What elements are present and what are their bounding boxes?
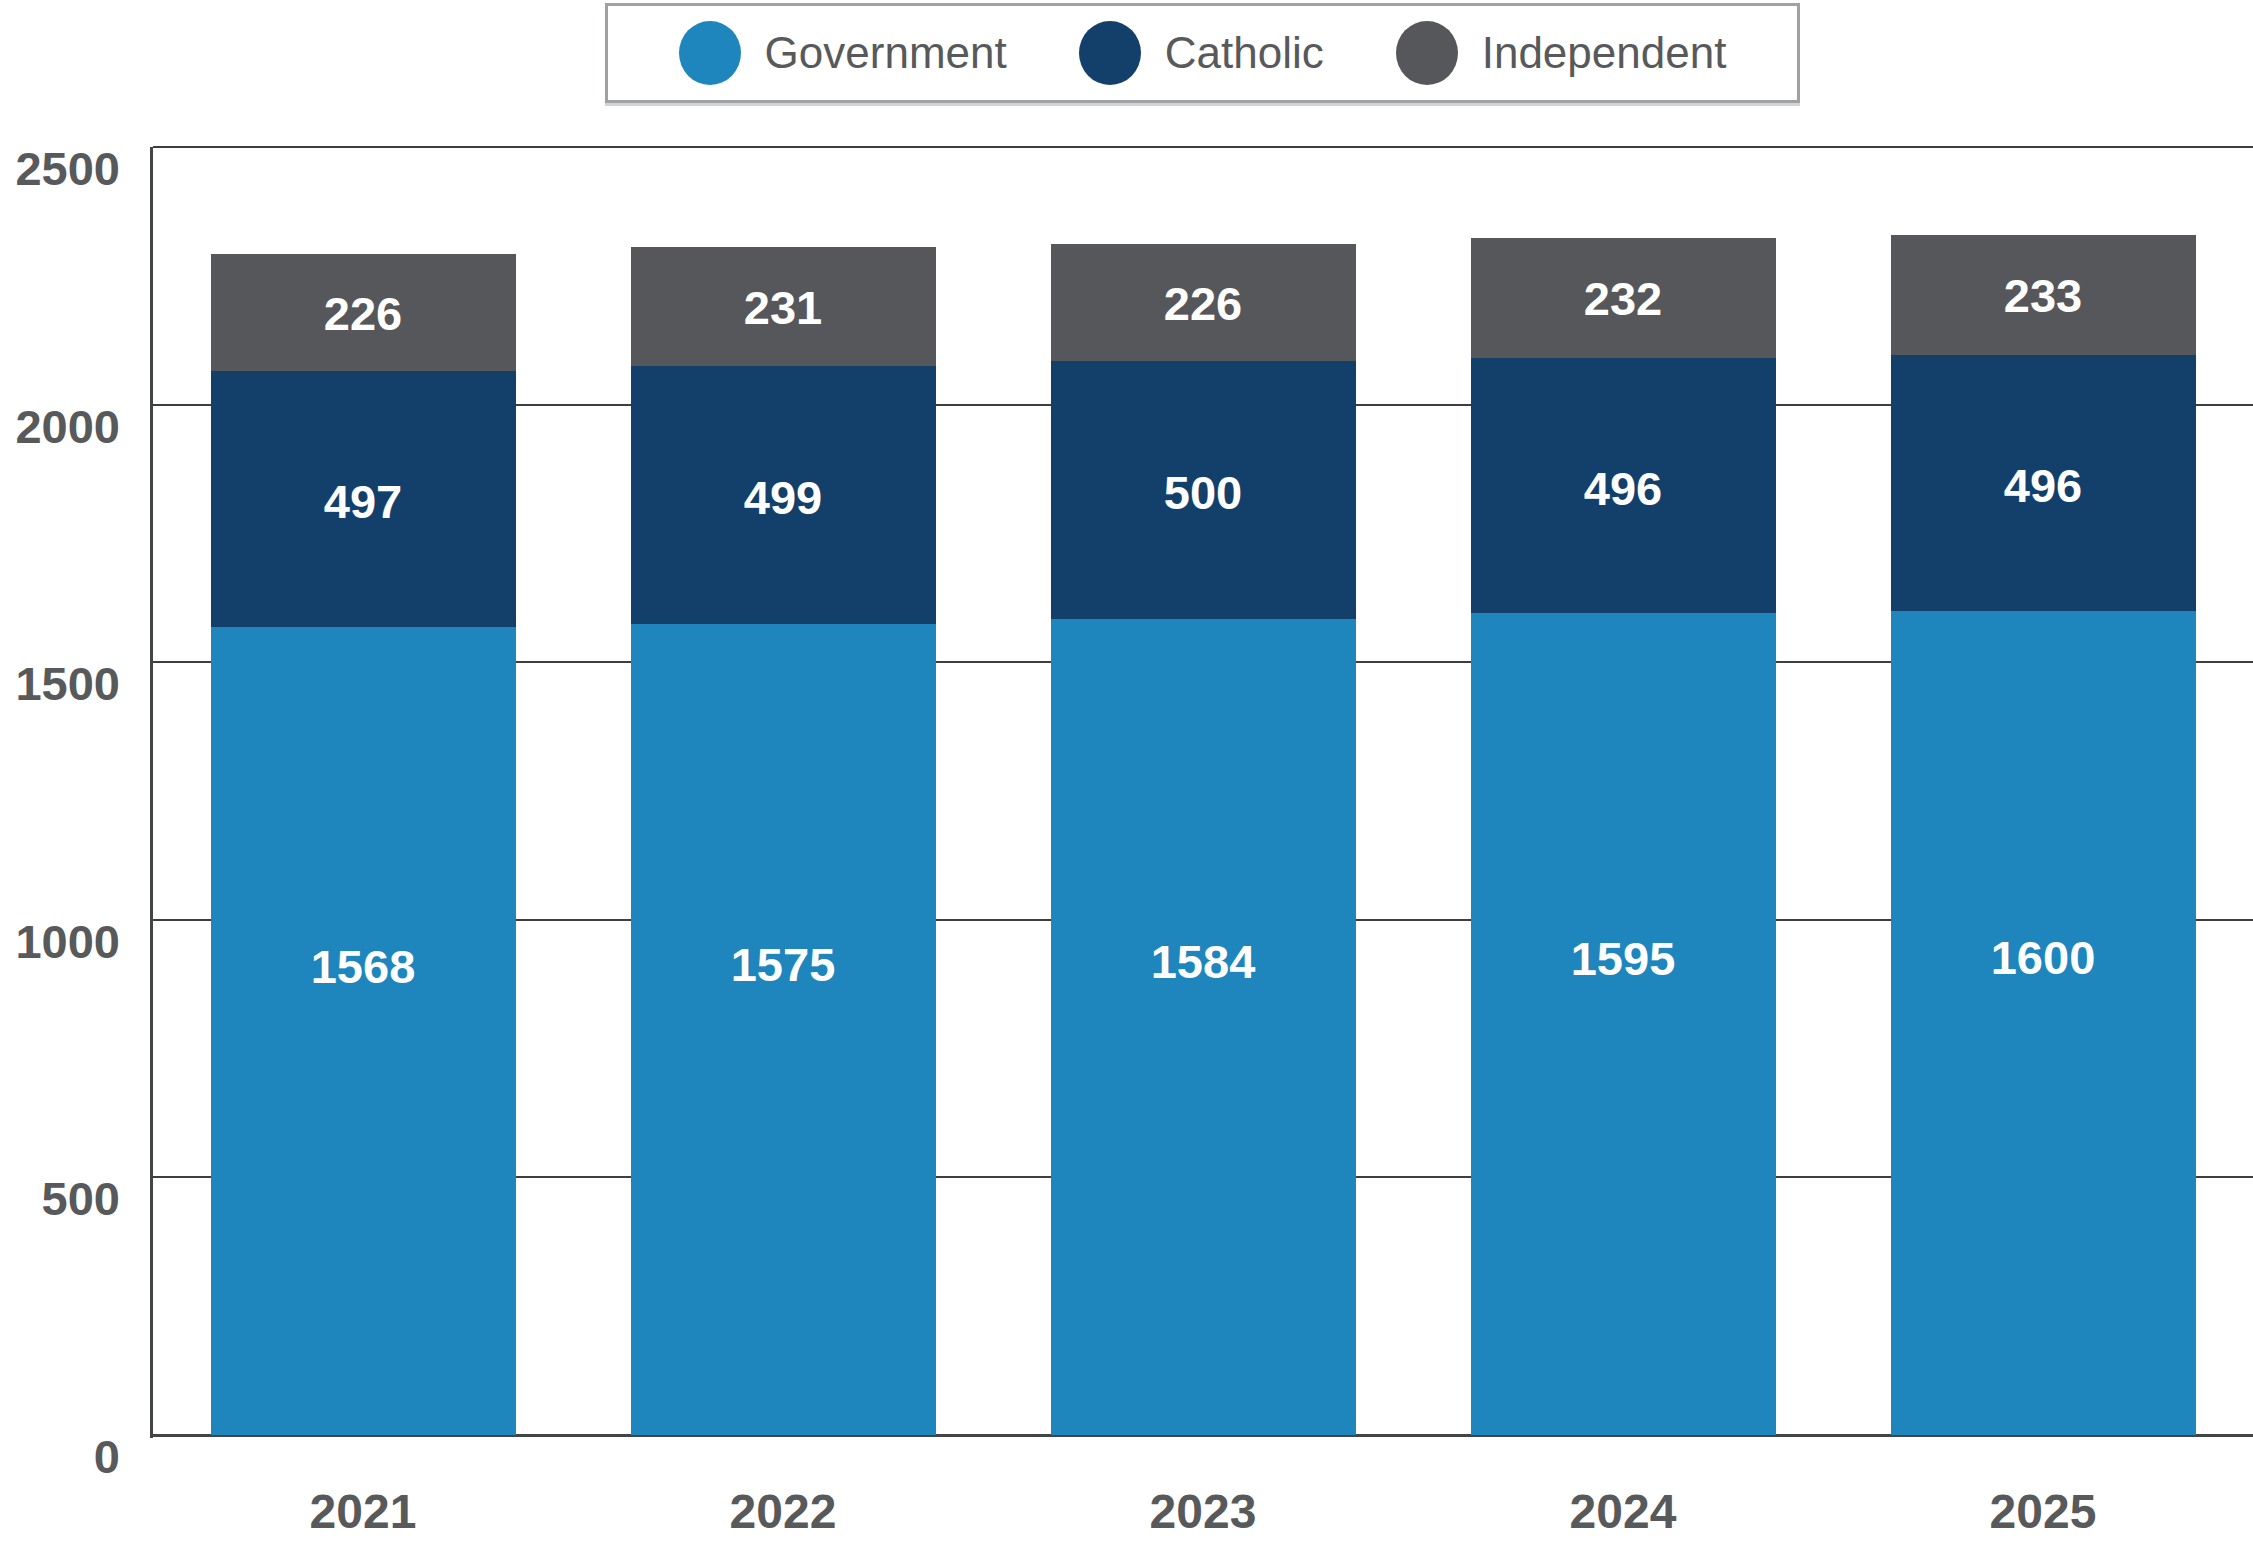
bar-segment-government-2023: 1584 xyxy=(1051,618,1356,1435)
x-tick-label-2025: 2025 xyxy=(1833,1484,2253,1540)
y-tick-label-500: 500 xyxy=(0,1175,120,1222)
bar-value-label-government-2023: 1584 xyxy=(1151,938,1256,985)
x-tick-label-2024: 2024 xyxy=(1413,1484,1833,1540)
bar-value-label-government-2025: 1600 xyxy=(1991,933,2096,980)
bar-segment-government-2025: 1600 xyxy=(1891,610,2196,1435)
x-tick-label-2022: 2022 xyxy=(573,1484,993,1540)
bar-value-label-independent-2021: 226 xyxy=(324,289,402,336)
x-tick-label-2021: 2021 xyxy=(153,1484,573,1540)
bar-value-label-catholic-2021: 497 xyxy=(324,478,402,525)
bar-segment-government-2022: 1575 xyxy=(631,623,936,1435)
bar-value-label-catholic-2022: 499 xyxy=(744,474,822,521)
legend-swatch-catholic-icon xyxy=(1079,21,1141,85)
bar-segment-catholic-2023: 500 xyxy=(1051,361,1356,619)
bar-segment-catholic-2022: 499 xyxy=(631,366,936,624)
bar-value-label-catholic-2024: 496 xyxy=(1584,464,1662,511)
bar-segment-independent-2023: 226 xyxy=(1051,244,1356,361)
plot-area: 1568 497 226 1575 499 231 1584 500 226 1595 496 232… xyxy=(153,147,2253,1435)
bar-value-label-independent-2022: 231 xyxy=(744,283,822,330)
bar-segment-catholic-2025: 496 xyxy=(1891,355,2196,611)
bar-segment-independent-2021: 226 xyxy=(211,254,516,371)
bar-segment-catholic-2024: 496 xyxy=(1471,357,1776,613)
bar-segment-government-2021: 1568 xyxy=(211,627,516,1435)
bar-value-label-government-2024: 1595 xyxy=(1571,935,1676,982)
bar-segment-independent-2024: 232 xyxy=(1471,238,1776,358)
bar-value-label-catholic-2023: 500 xyxy=(1164,469,1242,516)
y-tick-label-1500: 1500 xyxy=(0,660,120,707)
chart-legend: Government Catholic Independent xyxy=(605,3,1800,103)
gridline-2500 xyxy=(153,146,2253,148)
x-tick-label-2023: 2023 xyxy=(993,1484,1413,1540)
legend-item-government: Government xyxy=(679,21,1007,85)
legend-label-catholic: Catholic xyxy=(1165,31,1324,75)
legend-label-independent: Independent xyxy=(1482,31,1727,75)
legend-label-government: Government xyxy=(765,31,1007,75)
legend-item-catholic: Catholic xyxy=(1079,21,1324,85)
bar-value-label-government-2022: 1575 xyxy=(731,941,836,988)
y-tick-label-1000: 1000 xyxy=(0,917,120,964)
bar-segment-independent-2022: 231 xyxy=(631,247,936,367)
legend-swatch-government-icon xyxy=(679,21,741,85)
bar-value-label-catholic-2025: 496 xyxy=(2004,462,2082,509)
bar-value-label-independent-2024: 232 xyxy=(1584,274,1662,321)
legend-swatch-independent-icon xyxy=(1396,21,1458,85)
bar-segment-independent-2025: 233 xyxy=(1891,235,2196,356)
bar-segment-government-2024: 1595 xyxy=(1471,613,1776,1435)
bar-segment-catholic-2021: 497 xyxy=(211,371,516,628)
y-tick-label-2000: 2000 xyxy=(0,402,120,449)
legend-item-independent: Independent xyxy=(1396,21,1727,85)
stacked-bar-chart: Government Catholic Independent 1568 497 226… xyxy=(0,0,2253,1544)
y-tick-label-0: 0 xyxy=(0,1433,120,1480)
y-tick-label-2500: 2500 xyxy=(0,145,120,192)
bar-value-label-independent-2023: 226 xyxy=(1164,279,1242,326)
bar-value-label-independent-2025: 233 xyxy=(2004,271,2082,318)
bar-value-label-government-2021: 1568 xyxy=(311,943,416,990)
